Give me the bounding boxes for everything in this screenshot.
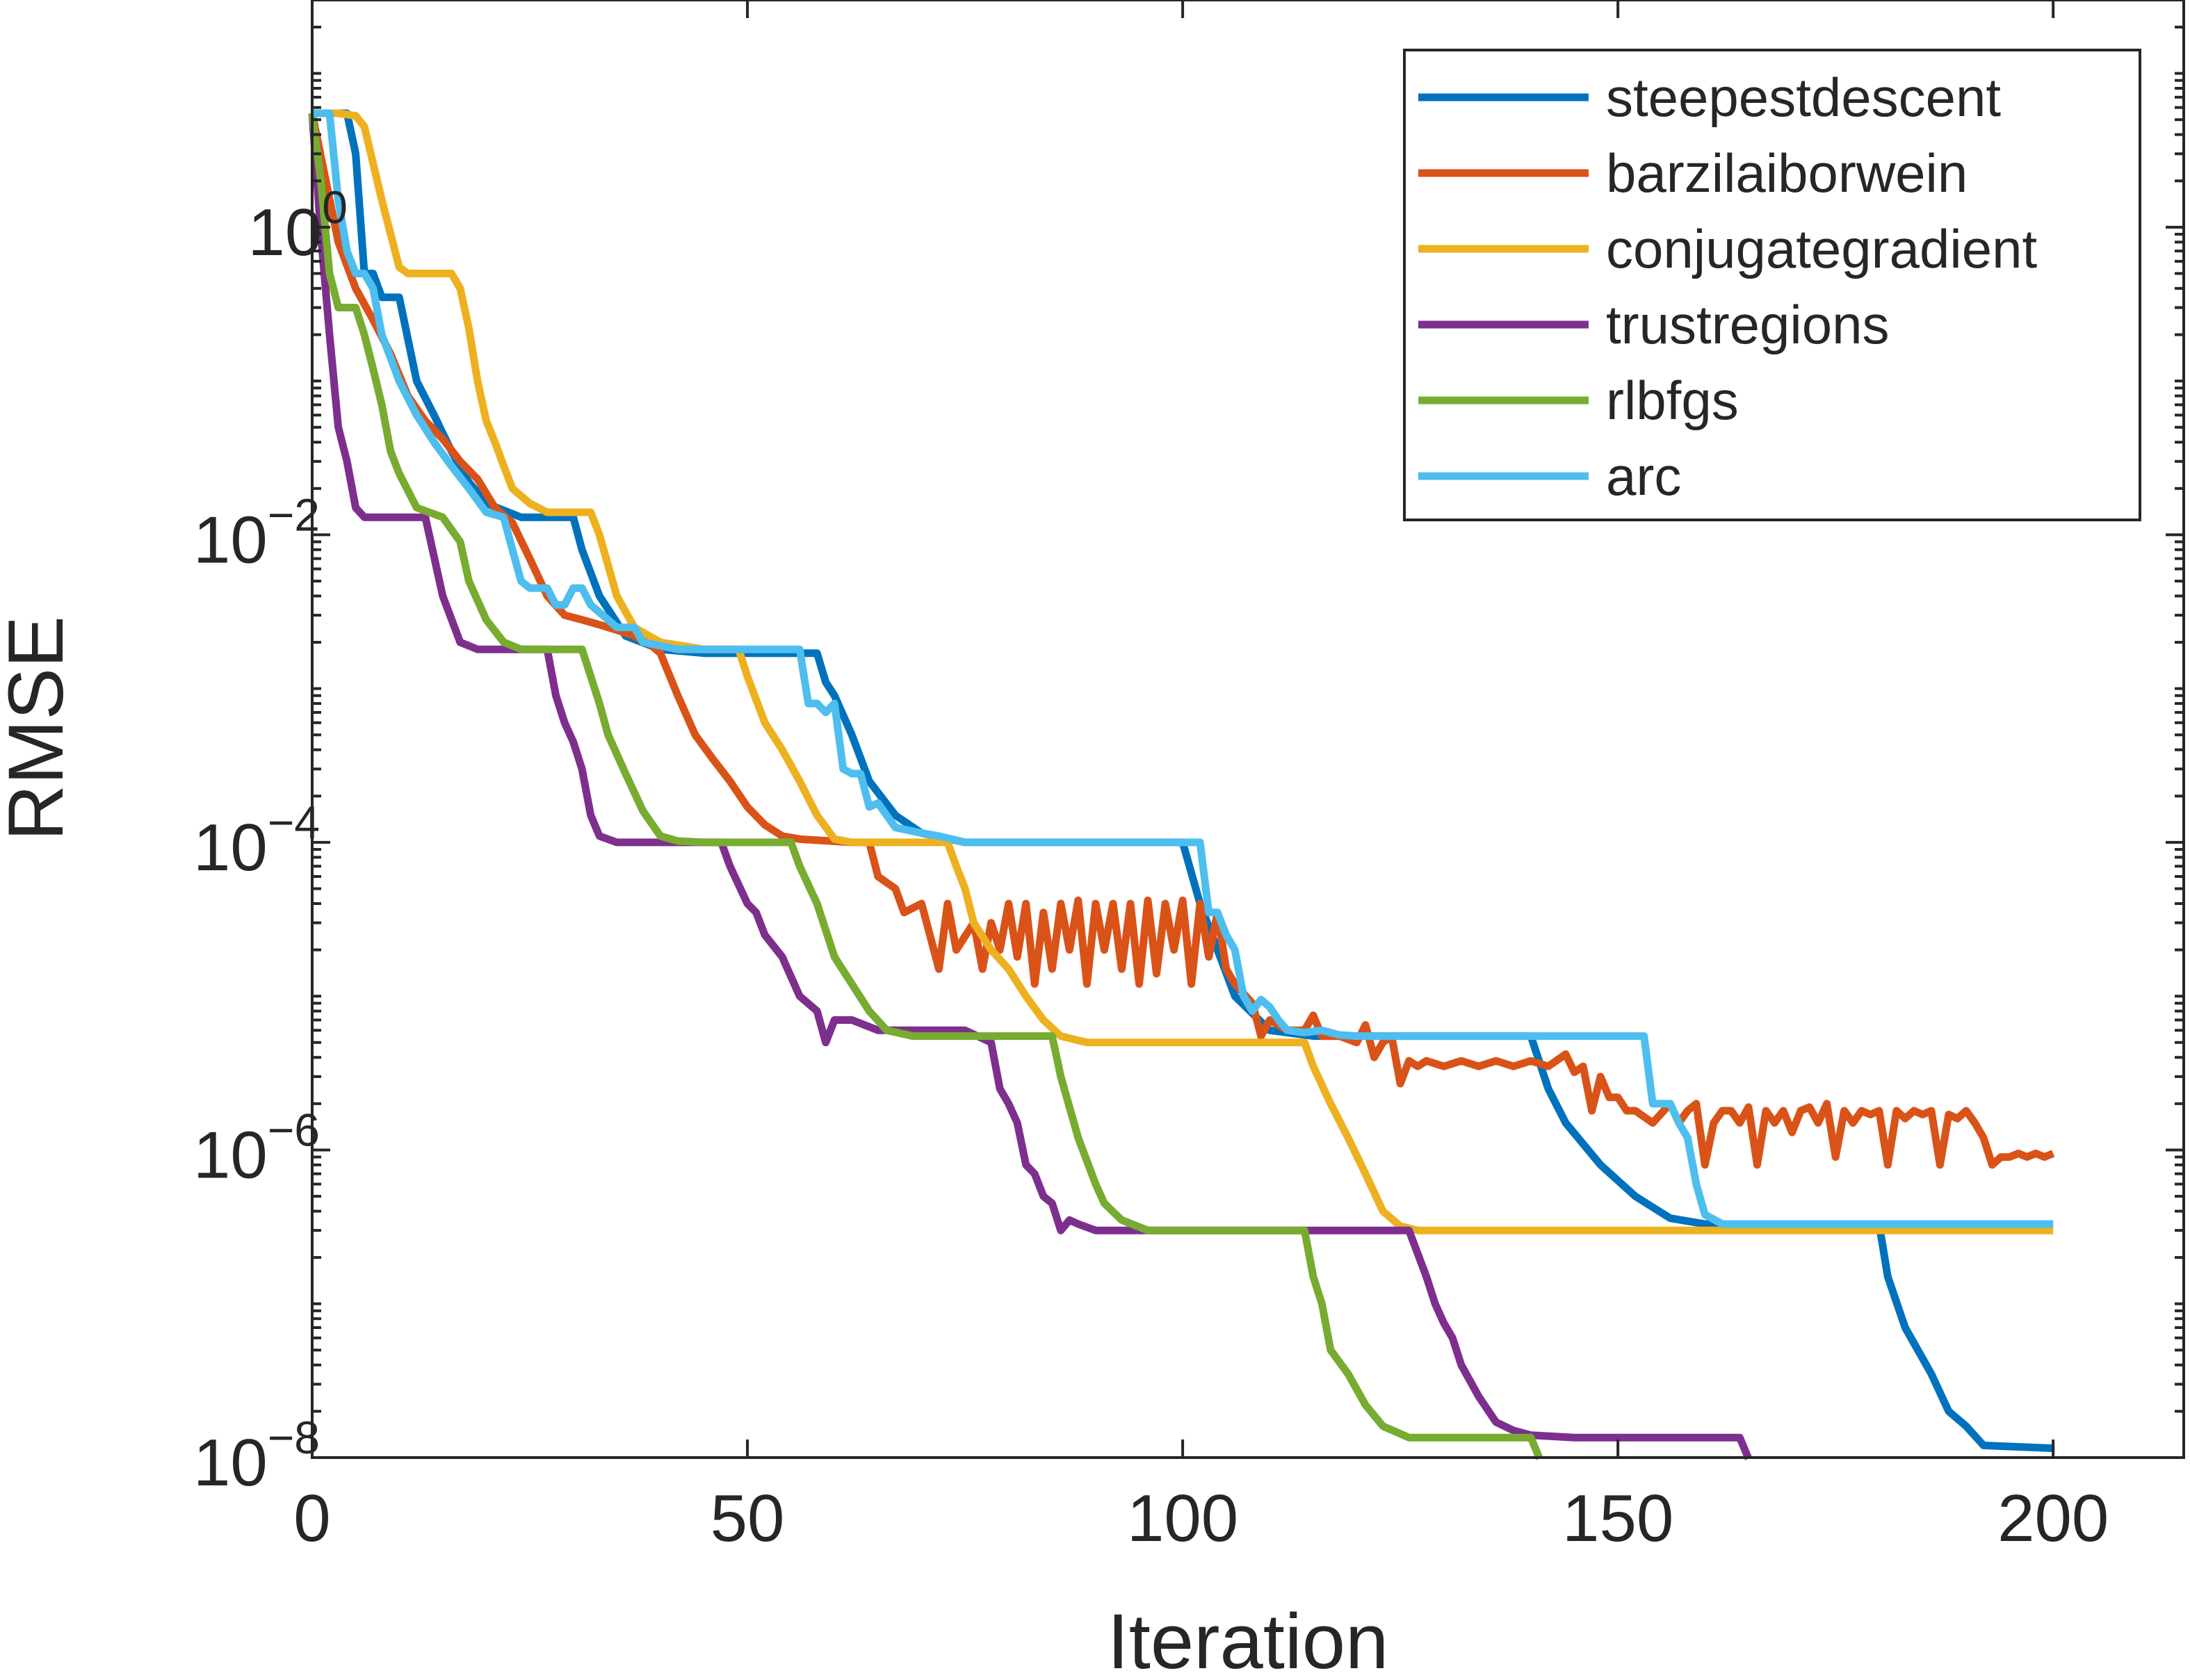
y-tick-label: 10−8	[193, 1412, 320, 1500]
series-line-trustregions	[308, 113, 1753, 1460]
x-tick-label: 0	[293, 1481, 330, 1556]
series-line-rlbfgs	[308, 113, 1543, 1460]
series-line-arc	[312, 109, 2054, 1228]
x-tick-label: 200	[1997, 1481, 2109, 1556]
series-line-steepestdescent	[312, 109, 2054, 1453]
y-tick-exponent: −6	[268, 1104, 320, 1155]
legend-label-trustregions: trustregions	[1606, 294, 1890, 355]
legend-label-rlbfgs: rlbfgs	[1606, 370, 1739, 431]
legend-label-barzilaiborwein: barzilaiborwein	[1606, 142, 1968, 204]
legend-label-steepestdescent: steepestdescent	[1606, 67, 2001, 128]
x-tick-label: 50	[711, 1481, 785, 1556]
x-tick-label: 100	[1127, 1481, 1238, 1556]
x-tick-label: 150	[1562, 1481, 1673, 1556]
y-axis-label: RMSE	[0, 616, 79, 841]
series-layer	[308, 109, 2055, 1460]
y-tick-base: 10	[193, 503, 268, 577]
legend-box	[1403, 49, 2141, 521]
legend: steepestdescent barzilaiborwein conjugateg…	[1403, 49, 2141, 521]
series-line-conjugategradient	[312, 109, 2054, 1234]
y-tick-label: 100	[248, 181, 348, 270]
x-axis-label: Iteration	[1108, 1598, 1389, 1680]
y-tick-label: 10−2	[193, 489, 320, 577]
y-tick-label: 10−4	[193, 797, 320, 885]
series-line-barzilaiborwein	[308, 112, 2055, 1169]
y-tick-exponent: −8	[268, 1412, 320, 1463]
y-tick-base: 10	[193, 1118, 268, 1192]
y-tick-label: 10−6	[193, 1104, 320, 1192]
legend-label-arc: arc	[1606, 446, 1681, 507]
y-tick-exponent: 0	[322, 181, 348, 233]
legend-label-conjugategradient: conjugategradient	[1606, 218, 2037, 279]
axes-box	[311, 0, 2185, 1459]
y-tick-exponent: −2	[268, 489, 320, 540]
y-tick-exponent: −4	[268, 797, 320, 848]
y-tick-base: 10	[193, 1426, 268, 1500]
y-tick-base: 10	[193, 810, 268, 885]
y-tick-base: 10	[248, 195, 323, 270]
